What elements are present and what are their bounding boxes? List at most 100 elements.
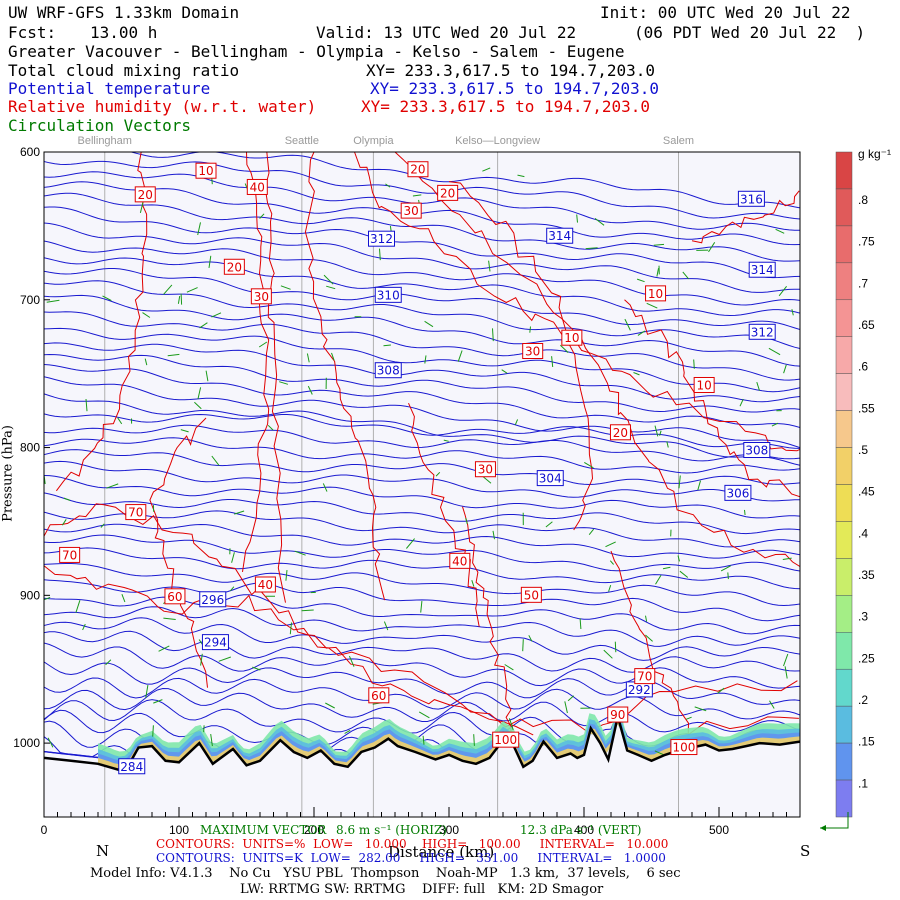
theta-label: 292 <box>628 683 651 697</box>
vector-arrow <box>231 552 235 563</box>
vector-arrow <box>744 509 746 516</box>
vector-arrow <box>775 228 785 234</box>
rh-label-box <box>246 178 268 195</box>
vector-arrow <box>501 369 508 374</box>
vector-arrow <box>551 356 554 368</box>
vector-arrow <box>197 387 202 400</box>
vector-arrow <box>609 560 614 565</box>
rh-label-box <box>134 186 156 203</box>
theta-label-box <box>748 261 776 278</box>
city-label: Kelso—Longview <box>455 135 540 147</box>
vector-arrow <box>564 701 568 714</box>
max-vector-arrow <box>820 812 849 829</box>
vector-arrow <box>420 601 423 613</box>
rh-contour <box>462 506 514 741</box>
vector-arrow <box>63 497 71 501</box>
arrow-head-icon <box>820 825 826 831</box>
colorbar-swatch <box>835 225 853 264</box>
cloud-band <box>98 706 800 770</box>
rh-label: 70 <box>62 548 77 562</box>
vector-arrow <box>771 422 779 427</box>
rh-label: 100 <box>672 741 695 755</box>
colorbar-swatch <box>835 262 853 301</box>
vector-arrow <box>653 243 665 246</box>
colorbar-tick-label: .35 <box>858 568 875 582</box>
colorbar-tick-label: .45 <box>858 485 875 499</box>
vector-arrow <box>194 401 202 410</box>
vector-arrow <box>259 213 265 219</box>
colorbar-swatch <box>835 299 853 337</box>
vector-arrow <box>85 398 88 412</box>
vector-arrow <box>218 656 231 662</box>
rh-contour <box>408 402 480 627</box>
rh-contour <box>55 152 148 492</box>
vector-arrow <box>708 242 716 253</box>
theta-contour <box>44 393 800 466</box>
rh-label: 10 <box>198 164 213 178</box>
vector-arrow <box>585 247 598 250</box>
colorbar-tick-label: .6 <box>858 360 868 374</box>
x-tick-label: 500 <box>709 823 729 837</box>
vector-arrow <box>560 344 569 353</box>
x-tick-label: 300 <box>439 823 459 837</box>
south-label: S <box>800 842 811 860</box>
theta-label-box <box>199 591 227 608</box>
rh-label: 90 <box>610 708 625 722</box>
cloud-colorbar: g kg⁻¹ .8 .75 .7 .65 .6 .55 .5 .45 .4 .35 .3 .25 .2 .1… <box>835 147 891 818</box>
colorbar-tick-label: .75 <box>858 235 875 249</box>
vector-arrow <box>301 609 314 612</box>
city-label: Salem <box>663 135 694 147</box>
theta-contour <box>44 661 800 705</box>
theta-contour <box>44 579 800 622</box>
rh-contour <box>44 565 798 733</box>
vector-arrow <box>383 344 391 347</box>
theta-label-box <box>748 323 776 340</box>
vector-arrow <box>614 641 617 653</box>
theta-contour <box>44 606 800 647</box>
max-vector-vert: 12.3 dPa s⁻¹ (VERT) <box>520 823 642 837</box>
vector-arrow <box>385 183 391 188</box>
vector-arrow <box>199 322 208 329</box>
city-label: Seattle <box>285 135 319 147</box>
vector-arrow <box>659 430 662 436</box>
colorbar-swatch <box>835 151 853 190</box>
theta-contour <box>44 327 800 393</box>
theta-contour <box>44 687 800 733</box>
cloud-fill <box>98 706 800 770</box>
vector-arrow <box>306 353 310 363</box>
model-title: UW WRF-GFS 1.33km Domain <box>8 3 240 22</box>
vector-arrow <box>322 483 328 492</box>
vector-arrow <box>605 541 616 548</box>
forecast-label: Fcst: <box>8 23 57 42</box>
vector-arrow <box>608 584 612 592</box>
vector-arrow <box>326 285 336 290</box>
rh-label-box <box>693 376 715 393</box>
vector-arrow <box>471 580 475 587</box>
theta-contour <box>44 449 800 486</box>
vector-arrow <box>784 666 788 679</box>
vector-arrow <box>82 623 86 631</box>
rh-contour <box>264 152 286 603</box>
vector-arrow <box>412 194 422 197</box>
vector-arrow <box>654 750 665 756</box>
rh-label: 10 <box>564 331 579 345</box>
vector-arrow <box>694 706 707 712</box>
theta-contour <box>44 523 800 559</box>
vector-arrow <box>646 302 658 309</box>
theta-contour <box>44 642 800 689</box>
vector-arrow <box>163 617 176 620</box>
rh-label: 100 <box>494 733 517 747</box>
rh-label: 20 <box>410 163 425 177</box>
city-label: Olympia <box>353 135 394 147</box>
colorbar-swatch <box>835 632 853 670</box>
vector-arrow <box>230 586 235 592</box>
rh-label: 10 <box>697 378 712 392</box>
colorbar-swatch <box>835 558 853 596</box>
vector-arrow <box>167 353 180 357</box>
vector-arrow <box>158 645 170 652</box>
vector-arrow <box>584 461 594 469</box>
theta-label-box <box>201 634 229 651</box>
vector-arrow <box>280 285 291 290</box>
theta-contour <box>44 240 800 306</box>
colorbar-tick-label: .4 <box>858 526 868 540</box>
